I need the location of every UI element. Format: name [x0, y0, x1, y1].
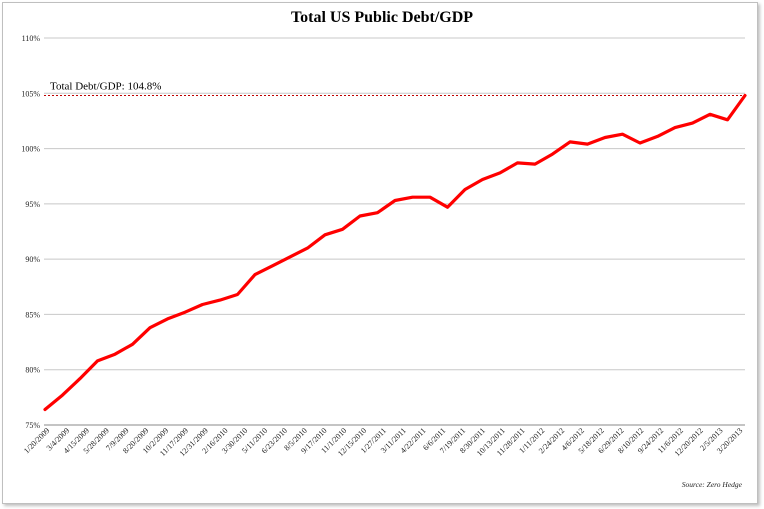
- y-tick-label: 100%: [21, 145, 40, 154]
- y-tick-label: 85%: [25, 310, 40, 319]
- y-tick-label: 80%: [25, 366, 40, 375]
- y-tick-label: 75%: [25, 421, 40, 430]
- y-tick-label: 95%: [25, 200, 40, 209]
- y-tick-label: 90%: [25, 255, 40, 264]
- x-axis-ticks: 1/20/20093/4/20094/15/20095/28/20097/9/2…: [22, 426, 744, 458]
- chart-frame: [2, 2, 758, 504]
- source-note: Source: Zero Hedge: [682, 480, 743, 489]
- x-tick-label: 1/20/2009: [22, 426, 51, 455]
- gridlines: [44, 37, 745, 426]
- y-axis-ticks: 75% 80% 85% 90% 95% 100% 105% 110%: [21, 34, 40, 430]
- chart-title: Total US Public Debt/GDP: [290, 9, 474, 26]
- y-tick-label: 105%: [21, 89, 40, 98]
- series-line: [43, 93, 747, 412]
- y-tick-label: 110%: [22, 34, 41, 43]
- reference-label: Total Debt/GDP: 104.8%: [50, 80, 161, 92]
